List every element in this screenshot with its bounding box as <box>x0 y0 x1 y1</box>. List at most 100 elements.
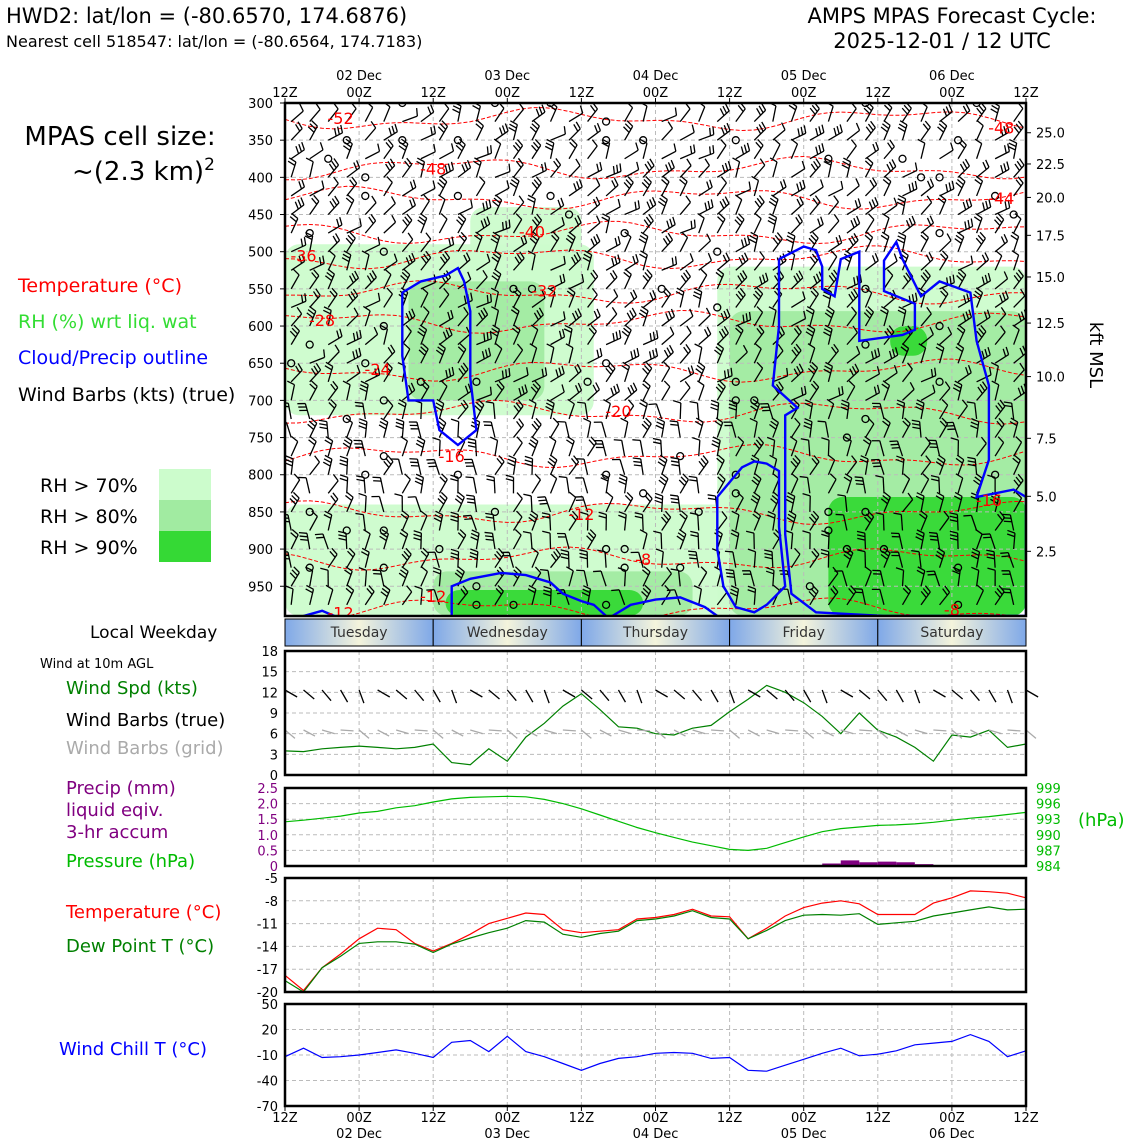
wind-barb-feather <box>447 163 451 172</box>
wind-barb <box>790 325 802 346</box>
wind-barb <box>698 145 715 160</box>
wind-barb-feather <box>486 478 495 482</box>
wind-barb <box>661 326 675 346</box>
wind-barb <box>463 514 478 531</box>
wind-barb-staff <box>735 188 751 197</box>
isotherm-label: -12 <box>420 587 446 606</box>
wind-barb-feather <box>720 312 725 321</box>
wind-barb-feather <box>675 290 684 296</box>
wind-barb-staff <box>568 440 575 457</box>
wind-barb-feather <box>489 386 492 395</box>
wind-barb-feather <box>802 179 806 188</box>
wind-barb <box>753 343 762 364</box>
wind-barb-feather <box>693 585 702 590</box>
wind-barb-staff <box>564 421 570 438</box>
kft-tick-label: 15.0 <box>1036 271 1065 286</box>
wind-barb-feather <box>970 554 979 560</box>
wind-barb-feather <box>735 327 742 334</box>
wind-barb-staff <box>938 125 948 141</box>
wind-barb-staff <box>624 169 639 178</box>
wind-barb-feather <box>483 333 486 342</box>
wind-barb-feather <box>630 351 634 360</box>
wind-barb-feather <box>940 120 948 127</box>
wind-barb-feather <box>975 212 983 219</box>
wind-barb-staff <box>512 180 520 197</box>
wind-barb <box>911 550 922 568</box>
wind-barb <box>915 529 925 550</box>
wind-barb-feather <box>632 457 641 460</box>
wind-barb-feather <box>1016 160 1023 169</box>
wind-barb-feather <box>470 199 473 208</box>
wind-barb-feather <box>706 181 710 190</box>
wind-barb-staff <box>976 387 988 401</box>
wind-barb-feather <box>767 220 776 225</box>
wind-barb-staff <box>1013 352 1026 364</box>
wind-barb-feather <box>680 510 688 517</box>
wind-barb <box>1013 436 1023 457</box>
wind-barb-staff <box>767 403 774 420</box>
wind-barb <box>735 324 744 345</box>
wind-barb-staff <box>587 203 601 216</box>
wind-barb-staff <box>475 533 480 550</box>
wind-barb-feather <box>614 237 618 246</box>
wind-barb-staff <box>716 591 728 606</box>
wind-barb-feather <box>741 254 746 263</box>
wind-barb-feather <box>450 478 459 482</box>
wind-barb-feather <box>467 271 472 280</box>
wind-barb-staff <box>364 310 371 327</box>
wind-barb-staff <box>883 107 893 122</box>
wind-barb-feather <box>937 126 944 133</box>
wind-barb <box>346 347 362 364</box>
wind-barb-feather <box>648 403 657 406</box>
rh-legend-90: RH > 90% <box>40 537 138 559</box>
wind-barb-staff <box>512 424 525 438</box>
wind-barb-staff <box>864 533 867 550</box>
wind-barb-staff <box>624 355 640 364</box>
wind-barb-feather <box>765 272 769 281</box>
wind-barb <box>290 435 299 457</box>
wind-barb-feather <box>311 510 318 517</box>
wind-barb-feather <box>642 367 649 375</box>
wind-barb <box>587 161 603 178</box>
wind-barb-staff <box>605 206 621 216</box>
wind-barb-feather <box>709 127 712 136</box>
wind-barb-feather <box>476 120 484 127</box>
wind-barb-staff <box>772 440 776 457</box>
bottom-date-label: 05 Dec <box>781 1127 827 1140</box>
wind-barb-staff <box>716 259 730 271</box>
wind-barb <box>957 255 974 271</box>
wind-barb-feather <box>917 138 926 144</box>
wind-barb-staff <box>494 130 509 141</box>
wind-barb-feather <box>289 572 297 580</box>
wind-barb-feather <box>601 142 610 148</box>
wind-barb-feather <box>598 515 607 519</box>
pressure-tick-label: 650 <box>248 357 273 372</box>
wind-barb <box>605 254 621 271</box>
wind-barb <box>864 177 878 197</box>
wind-barb-feather <box>420 346 427 353</box>
wind-barb-feather <box>285 458 293 463</box>
wind-barb-feather <box>387 346 393 355</box>
wind-barb-feather <box>333 158 340 166</box>
wind-barb-feather <box>379 420 388 427</box>
wind-barb <box>364 585 375 606</box>
wind-barb-feather <box>844 473 853 479</box>
wind-barb-feather <box>444 251 451 259</box>
wind-barb-feather <box>949 512 958 516</box>
wind-barb-feather <box>506 180 510 189</box>
wind-barb-staff <box>827 201 839 215</box>
wind-barb-feather <box>918 84 925 88</box>
wind-barb-staff <box>604 551 607 568</box>
pressure-tick-label: 300 <box>248 97 273 112</box>
wind-barb <box>1012 324 1020 345</box>
wind-barb-feather <box>371 195 377 204</box>
wind-barb-feather <box>1009 420 1018 427</box>
wind-barb-feather <box>689 308 694 317</box>
rh-zone-80 <box>408 281 545 401</box>
wind-barb <box>735 311 752 327</box>
wind-barb-staff <box>383 293 393 308</box>
wind-barb-feather <box>754 200 761 208</box>
wind-barb <box>639 529 648 550</box>
wind-barb <box>772 103 774 104</box>
wind-barb-true <box>506 689 517 702</box>
